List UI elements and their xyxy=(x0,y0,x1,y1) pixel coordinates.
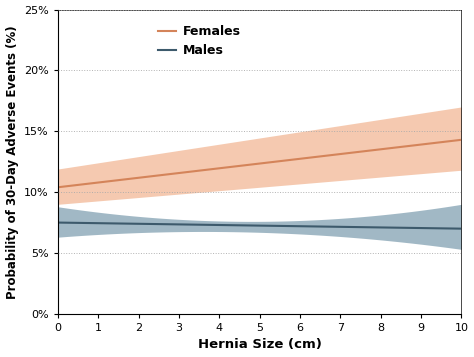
Females xyxy=(302,156,308,160)
Males xyxy=(395,226,401,230)
Males xyxy=(55,220,61,225)
Females xyxy=(56,185,62,189)
Females xyxy=(395,145,401,149)
Females xyxy=(295,157,301,161)
Females xyxy=(459,138,465,142)
Males xyxy=(295,224,301,228)
Females xyxy=(55,185,61,190)
Males xyxy=(56,221,62,225)
Males xyxy=(302,224,308,228)
Line: Males: Males xyxy=(58,222,462,228)
Y-axis label: Probability of 30-Day Adverse Events (%): Probability of 30-Day Adverse Events (%) xyxy=(6,25,18,298)
X-axis label: Hernia Size (cm): Hernia Size (cm) xyxy=(198,338,321,351)
Males xyxy=(421,226,427,230)
Males xyxy=(459,226,465,231)
Females xyxy=(294,157,300,161)
Females xyxy=(421,142,427,146)
Line: Females: Females xyxy=(58,140,462,187)
Males xyxy=(294,224,300,228)
Legend: Females, Males: Females, Males xyxy=(158,25,241,57)
